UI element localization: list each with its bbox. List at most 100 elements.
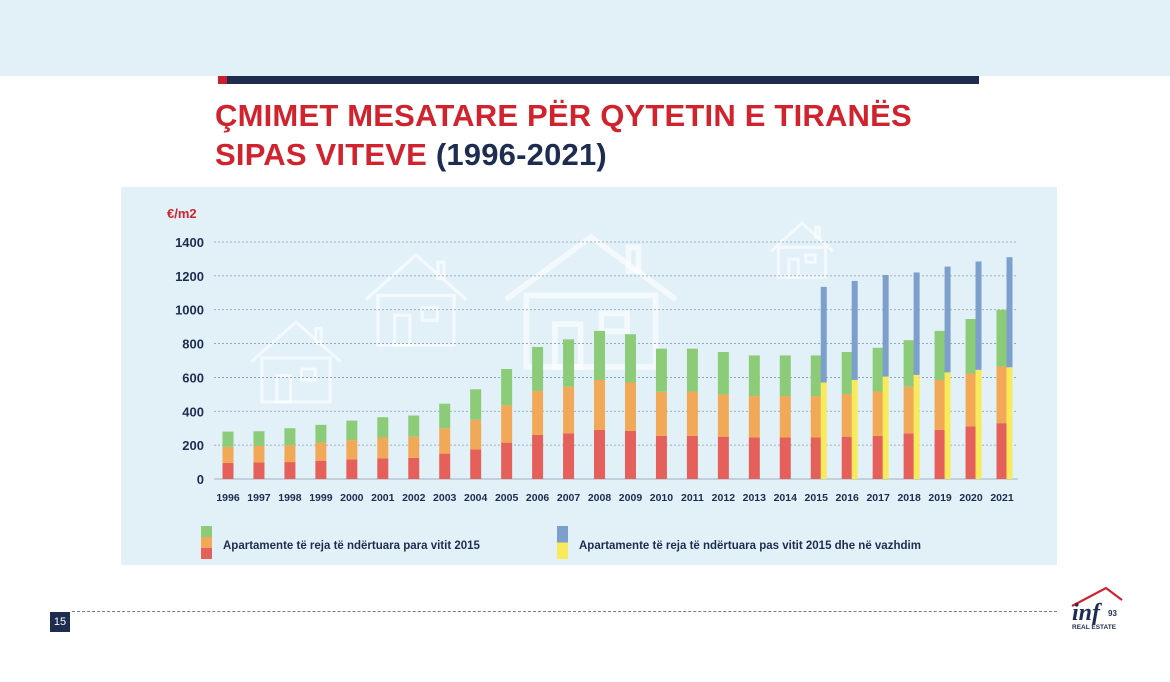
bar-segment — [222, 431, 234, 447]
bar-segment — [934, 379, 946, 430]
bar-segment — [748, 355, 760, 397]
bar-segment — [315, 442, 327, 461]
legend-label-after-2015: Apartamente të reja të ndërtuara pas vit… — [579, 540, 921, 552]
title-line-1: ÇMIMET MESATARE PËR QYTETIN E TIRANËS — [215, 98, 912, 133]
x-tick-label: 2006 — [526, 492, 550, 504]
bar-segment — [717, 394, 729, 437]
bar-segment — [810, 355, 822, 397]
footer-divider — [72, 611, 1057, 612]
bar-segment — [470, 419, 482, 450]
bar-segment — [882, 376, 889, 479]
house-icon — [504, 233, 678, 370]
bar-segment — [913, 272, 920, 375]
y-tick-label: 1000 — [175, 303, 204, 318]
bar-segment — [253, 431, 265, 446]
x-tick-label: 2016 — [836, 492, 860, 504]
bar-segment — [913, 374, 920, 479]
logo-tagline-text: REAL ESTATE — [1072, 624, 1117, 631]
legend-swatch — [201, 526, 212, 537]
chart-panel: 0 200 400 600 800 1000 1200 1400 €/m2 1996 1997 199… — [121, 187, 1057, 565]
bar-segment — [872, 391, 884, 436]
bar-segment — [779, 355, 791, 397]
x-tick-label: 2019 — [928, 492, 952, 504]
bar-segment — [686, 391, 698, 436]
bar-segment — [377, 437, 389, 459]
x-tick-label: 1998 — [278, 492, 302, 504]
bar-segment — [594, 330, 606, 380]
y-tick-label: 1400 — [175, 235, 204, 250]
bar-segment — [655, 435, 667, 479]
x-tick-label: 2020 — [959, 492, 983, 504]
bar-segment — [594, 429, 606, 479]
y-tick-label: 1200 — [175, 269, 204, 284]
x-tick-label: 2013 — [743, 492, 767, 504]
house-icon — [364, 252, 468, 347]
bar-segment — [748, 437, 760, 479]
bar-segment — [820, 286, 827, 383]
bar-segment — [841, 394, 853, 437]
bar-segment — [996, 423, 1008, 479]
x-tick-label: 2010 — [650, 492, 674, 504]
bar-segment — [810, 396, 822, 438]
bar-segment — [882, 275, 889, 377]
y-axis-unit-label: €/m2 — [167, 206, 197, 221]
bar-segment — [779, 396, 791, 438]
bar-segment — [934, 330, 946, 380]
bar-segment — [717, 352, 729, 395]
bar-segment — [501, 442, 513, 479]
price-chart: 0 200 400 600 800 1000 1200 1400 €/m2 1996 1997 199… — [167, 206, 1018, 559]
bar-segment — [222, 446, 234, 463]
page-number: 15 — [50, 612, 70, 632]
bar-segment — [222, 462, 234, 479]
title-rule — [218, 76, 979, 84]
bar-segment — [851, 379, 858, 479]
legend-swatch — [201, 548, 212, 559]
bar-segment — [563, 386, 575, 434]
bar-segment — [377, 417, 389, 438]
y-tick-label: 200 — [182, 438, 204, 453]
bar-segment — [594, 379, 606, 430]
bar-segment — [841, 352, 853, 395]
x-tick-label: 2005 — [495, 492, 519, 504]
x-tick-label: 2012 — [712, 492, 736, 504]
bar-segment — [624, 430, 636, 479]
bar-segment — [501, 405, 513, 443]
logo-roof-icon — [1071, 586, 1123, 607]
bar-segment — [532, 390, 544, 435]
x-tick-label: 2003 — [433, 492, 457, 504]
title-rule-accent — [218, 76, 227, 84]
bar-segment — [346, 459, 358, 479]
bar-segment — [532, 434, 544, 479]
bar-segment — [655, 348, 667, 392]
legend-label-before-2015: Apartamente të reja të ndërtuara para vi… — [223, 540, 481, 552]
bar-segment — [377, 458, 389, 479]
bar-segment — [903, 340, 915, 387]
bar-segment — [439, 453, 451, 479]
x-tick-label: 2002 — [402, 492, 426, 504]
y-tick-label: 800 — [182, 337, 204, 352]
house-icon — [250, 319, 342, 404]
house-icon — [769, 220, 835, 279]
bar-segment — [284, 428, 296, 446]
bar-segment — [532, 346, 544, 391]
logo-number-text: 93 — [1108, 609, 1117, 618]
x-tick-label: 2014 — [774, 492, 798, 504]
x-tick-label: 2009 — [619, 492, 643, 504]
bar-segment — [408, 415, 420, 437]
bar-segment — [253, 445, 265, 463]
bar-segment — [841, 436, 853, 479]
page-title: ÇMIMET MESATARE PËR QYTETIN E TIRANËS SI… — [215, 96, 912, 174]
bar-segment — [975, 261, 982, 370]
bar-segment — [872, 347, 884, 392]
bar-segment — [624, 334, 636, 383]
title-line-2: SIPAS VITEVE — [215, 137, 427, 172]
bar-segment — [851, 280, 858, 380]
bar-segment — [944, 372, 951, 479]
bar-segment — [903, 433, 915, 479]
logo-brand-text: inf — [1072, 600, 1102, 626]
company-logo: inf 93 REAL ESTATE — [1071, 586, 1123, 631]
bar-segment — [470, 449, 482, 479]
bar-segment — [408, 436, 420, 458]
bar-segment — [686, 348, 698, 392]
bar-segment — [820, 382, 827, 479]
